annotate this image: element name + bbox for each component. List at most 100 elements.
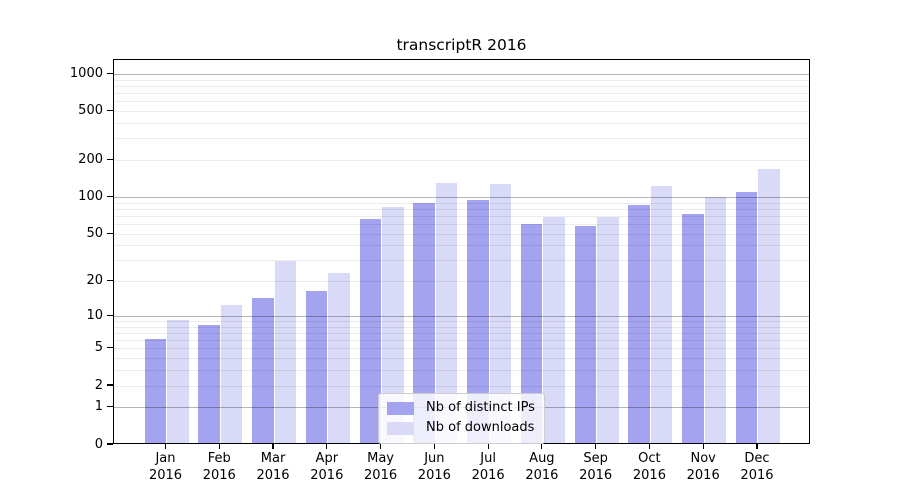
x-tick-label: Jun 2016 (417, 451, 451, 483)
x-tick-label: Nov 2016 (686, 451, 720, 483)
gridline-minor (114, 111, 809, 113)
x-tick-label: Dec 2016 (740, 451, 774, 483)
y-tick-label: 500 (78, 103, 103, 119)
x-tick-label: Sep 2016 (579, 451, 613, 483)
bar-ips-may (359, 219, 382, 443)
y-tick-mark (107, 195, 113, 198)
legend-row: Nb of downloads (387, 418, 535, 438)
bar-ips-jan (144, 338, 166, 443)
y-tick-label: 2 (94, 377, 103, 393)
y-tick-mark (107, 280, 113, 282)
x-tick-mark (541, 444, 543, 449)
x-tick-mark (433, 444, 435, 449)
y-tick-mark (107, 109, 113, 112)
gridline-minor (114, 202, 809, 204)
legend: Nb of distinct IPs Nb of downloads (378, 393, 545, 444)
y-tick-label: 0 (94, 436, 103, 452)
gridline-major (114, 73, 809, 75)
y-tick-label: 20 (86, 273, 103, 289)
gridline-minor (114, 348, 809, 350)
bar-downloads-jan (167, 319, 189, 443)
y-tick-label: 5 (94, 340, 103, 356)
gridline-minor (114, 85, 809, 87)
y-tick-mark (107, 406, 113, 408)
gridline-minor (114, 79, 809, 81)
x-tick-label: Apr 2016 (310, 451, 344, 483)
gridline-minor (114, 358, 809, 360)
y-tick-label: 200 (78, 152, 103, 168)
bar-downloads-jun (435, 182, 458, 443)
x-tick-mark (379, 444, 382, 449)
x-tick-mark (164, 444, 167, 449)
y-tick-mark (107, 158, 113, 161)
y-tick-label: 1 (94, 399, 103, 415)
y-tick-mark (107, 72, 113, 75)
bar-ips-oct (628, 205, 650, 443)
x-tick-mark (702, 444, 704, 449)
bar-downloads-nov (704, 197, 727, 443)
y-tick-mark (107, 384, 113, 386)
bar-ips-jul (467, 200, 489, 443)
y-tick-label: 1000 (69, 65, 103, 81)
gridline-major (114, 196, 809, 198)
bar-downloads-feb (220, 305, 243, 443)
y-tick-label: 50 (86, 225, 103, 241)
y-tick-label: 100 (78, 188, 103, 204)
x-tick-label: Jan 2016 (148, 451, 183, 483)
x-tick-mark (272, 444, 274, 449)
y-tick-mark (107, 443, 113, 445)
bar-downloads-aug (543, 217, 565, 443)
gridline-minor (114, 138, 809, 140)
x-tick-mark (487, 444, 489, 449)
gridline-minor (114, 370, 809, 372)
plot-area (113, 59, 810, 444)
gridline-minor (114, 326, 809, 328)
y-tick-label: 10 (86, 307, 103, 323)
legend-row: Nb of distinct IPs (387, 398, 535, 418)
legend-label-distinct-ips: Nb of distinct IPs (426, 400, 535, 415)
gridline-minor (114, 332, 809, 334)
y-tick-mark (107, 314, 113, 316)
x-tick-mark (595, 444, 597, 449)
gridline-minor (114, 123, 809, 124)
bar-downloads-jul (489, 184, 512, 443)
x-tick-label: Aug 2016 (525, 451, 559, 483)
bar-downloads-sep (597, 217, 619, 443)
gridline-minor (114, 160, 809, 162)
gridline-minor (114, 224, 809, 225)
gridline-minor (114, 260, 809, 262)
gridline-minor (114, 101, 809, 103)
gridline-minor (114, 208, 809, 210)
bar-ips-nov (682, 214, 704, 443)
gridline-minor (114, 245, 809, 247)
x-tick-mark (756, 444, 758, 449)
bars-layer (114, 60, 809, 443)
bar-ips-apr (305, 291, 328, 443)
gridline-minor (114, 233, 809, 235)
bar-ips-aug (520, 224, 543, 443)
bar-downloads-oct (650, 186, 673, 443)
bar-downloads-dec (758, 169, 780, 443)
x-tick-mark (326, 444, 328, 449)
grid-layer (114, 60, 809, 443)
y-tick-mark (107, 232, 113, 234)
x-tick-mark (648, 444, 651, 449)
bar-ips-jun (413, 203, 435, 443)
gridline-minor (114, 215, 809, 217)
bar-downloads-apr (328, 272, 350, 443)
bar-ips-dec (735, 191, 758, 443)
gridline-minor (114, 340, 809, 342)
chart-title: transcriptR 2016 (396, 36, 527, 54)
x-tick-mark (218, 444, 220, 449)
y-tick-mark (107, 347, 113, 349)
x-tick-label: May 2016 (364, 451, 398, 483)
x-tick-label: Oct 2016 (632, 451, 666, 483)
gridline-minor (114, 385, 809, 387)
bar-ips-feb (198, 325, 220, 443)
bar-downloads-may (382, 207, 404, 443)
x-tick-label: Jul 2016 (471, 451, 505, 483)
legend-swatch-downloads (387, 421, 414, 435)
gridline-minor (114, 281, 809, 283)
gridline-major (114, 315, 809, 317)
